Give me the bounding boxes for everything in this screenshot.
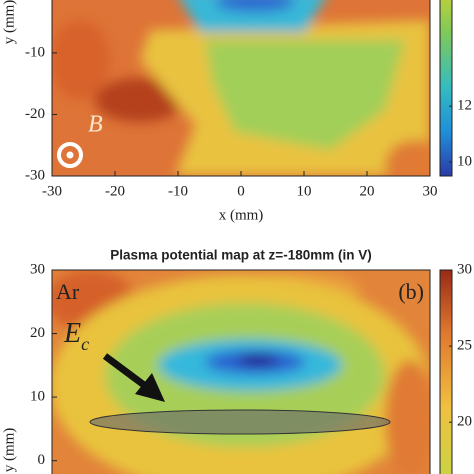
b-field-marker bbox=[57, 142, 83, 168]
y-tick-label: 0 bbox=[38, 452, 46, 468]
y-tick-label: -10 bbox=[25, 44, 45, 60]
x-axis-label: x (mm) bbox=[219, 207, 264, 223]
b-field-marker-dot bbox=[66, 151, 74, 159]
arrow bbox=[102, 353, 151, 391]
x-tick-label: -20 bbox=[105, 183, 125, 199]
beam-ellipse bbox=[89, 409, 391, 435]
y-axis-label: y (mm) bbox=[1, 0, 17, 44]
x-tick-label: 0 bbox=[237, 183, 245, 199]
y-axis-label: y (mm) bbox=[1, 428, 17, 473]
field-label: Ec bbox=[63, 318, 89, 354]
y-tick-label: 20 bbox=[30, 325, 45, 341]
y-tick-label: 30 bbox=[30, 261, 45, 277]
x-tick-label: -10 bbox=[168, 183, 188, 199]
y-tick-label: 10 bbox=[30, 389, 45, 405]
colorbar bbox=[439, 269, 453, 474]
field-label-main: E bbox=[63, 318, 81, 349]
arrow-head bbox=[135, 373, 165, 402]
contour-field-a bbox=[52, 0, 430, 176]
annotation: (b) bbox=[398, 279, 424, 304]
y-tick-label: -30 bbox=[25, 167, 45, 183]
annotation: Ar bbox=[56, 279, 80, 304]
colorbar-tick-label: 10 bbox=[457, 153, 472, 169]
colorbar-tick-label: 25 bbox=[457, 338, 472, 354]
y-tick-label: -20 bbox=[25, 106, 45, 122]
field-label-sub: c bbox=[81, 334, 89, 354]
x-tick-label: -30 bbox=[42, 183, 62, 199]
x-tick-label: 10 bbox=[297, 183, 312, 199]
colorbar-tick-label: 20 bbox=[457, 414, 472, 430]
x-tick-label: 20 bbox=[360, 183, 375, 199]
contour-field-b bbox=[52, 270, 430, 474]
colorbar-tick-label: 12 bbox=[457, 98, 472, 114]
chart-title: Plasma potential map at z=-180mm (in V) bbox=[110, 248, 371, 263]
annotation: B bbox=[88, 112, 103, 138]
plot-frame bbox=[51, 269, 431, 474]
colorbar-tick-label: 30 bbox=[457, 261, 472, 277]
x-tick-label: 30 bbox=[423, 183, 438, 199]
colorbar bbox=[439, 0, 453, 177]
